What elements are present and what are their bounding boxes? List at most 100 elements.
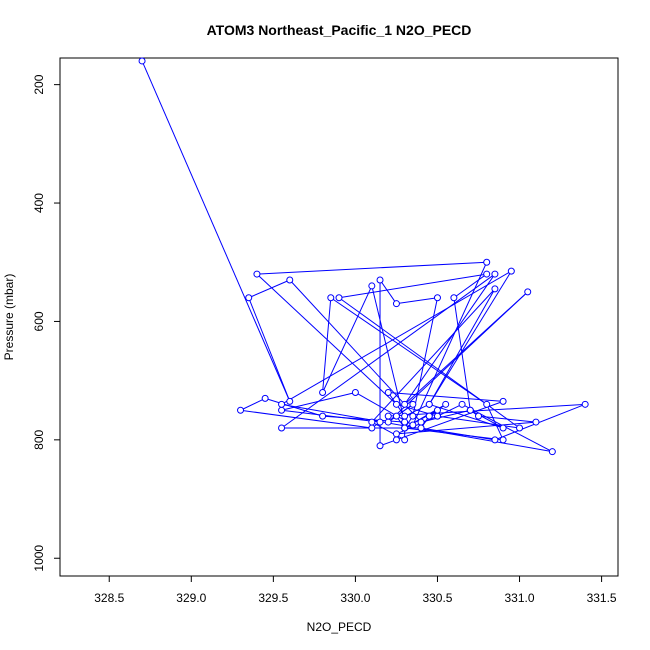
data-point — [335, 294, 343, 302]
series-segment — [322, 297, 332, 393]
data-point — [499, 397, 507, 405]
data-point — [237, 406, 245, 414]
series-segment — [412, 297, 438, 417]
data-point — [253, 270, 261, 278]
series-segment — [281, 270, 512, 405]
series-segment — [371, 421, 405, 441]
y-tick-label: 1000 — [32, 545, 46, 572]
data-point — [392, 400, 400, 408]
data-point — [483, 258, 491, 266]
series-segment — [428, 288, 496, 405]
data-point — [475, 412, 482, 420]
series-segment — [322, 285, 373, 393]
data-point — [319, 412, 327, 420]
x-axis: 328.5 329.0 329.5 330.0 330.5 331.0 331.5 — [94, 576, 617, 605]
y-tick-label: 600 — [32, 311, 46, 331]
chart-title: ATOM3 Northeast_Pacific_1 N2O_PECD — [207, 22, 472, 38]
data-point — [286, 397, 294, 405]
series-segment — [412, 262, 488, 426]
series-segment — [371, 285, 406, 423]
data-point — [401, 418, 409, 426]
data-point — [368, 418, 376, 426]
y-axis-label: Pressure (mbar) — [2, 274, 16, 361]
data-point — [392, 300, 400, 308]
series-segment — [379, 279, 397, 304]
series-points — [138, 57, 589, 456]
data-point — [368, 282, 376, 290]
data-point — [524, 288, 532, 296]
series-segment — [248, 279, 290, 299]
data-point — [376, 276, 384, 284]
x-tick-label: 329.5 — [258, 591, 288, 605]
data-point — [409, 421, 417, 429]
data-point — [409, 400, 417, 408]
data-point — [392, 430, 400, 438]
data-point — [507, 267, 515, 275]
data-point — [376, 418, 384, 426]
data-point — [450, 294, 458, 302]
data-point — [409, 412, 417, 420]
series-segment — [256, 261, 487, 275]
data-point — [384, 412, 392, 420]
data-point — [278, 424, 286, 432]
series-segment — [437, 403, 463, 417]
data-point — [401, 400, 409, 408]
data-point — [483, 400, 491, 408]
series-segment — [494, 403, 586, 441]
data-point — [401, 424, 409, 432]
y-axis: 200 400 600 800 1000 — [32, 74, 60, 572]
data-point — [425, 400, 433, 408]
series-segment — [478, 415, 536, 423]
data-point — [483, 270, 491, 278]
series-segment — [404, 273, 496, 405]
data-point — [261, 394, 269, 402]
x-tick-label: 330.5 — [422, 591, 452, 605]
data-point — [384, 388, 392, 396]
series-segment — [428, 270, 512, 405]
series-segment — [248, 297, 291, 402]
data-point — [516, 424, 524, 432]
series-segment — [453, 273, 487, 299]
data-point — [351, 388, 359, 396]
data-point — [319, 388, 327, 396]
y-tick-label: 200 — [32, 74, 46, 94]
data-point — [384, 418, 392, 426]
x-tick-label: 329.0 — [176, 591, 206, 605]
data-point — [532, 418, 540, 426]
data-point — [278, 400, 286, 408]
data-point — [138, 57, 146, 65]
data-point — [491, 270, 499, 278]
data-point — [278, 406, 286, 414]
series-segment — [388, 391, 504, 402]
data-point — [286, 276, 294, 284]
data-point — [548, 448, 556, 456]
series-segment — [453, 297, 471, 411]
x-tick-label: 331.5 — [587, 591, 617, 605]
y-tick-label: 800 — [32, 430, 46, 450]
plot-area-frame — [59, 57, 619, 577]
series-segment — [420, 427, 495, 441]
data-point — [245, 294, 253, 302]
data-point — [442, 400, 450, 408]
series-segment — [289, 279, 422, 423]
series-segment — [396, 297, 438, 305]
data-point — [433, 406, 441, 414]
series-segment — [461, 403, 553, 453]
x-tick-label: 330.0 — [340, 591, 370, 605]
series-lines — [141, 60, 586, 453]
data-point — [466, 406, 474, 414]
data-point — [433, 412, 441, 420]
series-segment — [388, 403, 586, 417]
data-point — [417, 424, 425, 432]
y-tick-label: 400 — [32, 193, 46, 213]
data-point — [499, 436, 507, 444]
series-segment — [371, 288, 496, 423]
x-tick-label: 331.0 — [505, 591, 535, 605]
data-point — [376, 442, 384, 450]
data-point — [368, 424, 376, 432]
data-point — [425, 412, 433, 420]
series-segment — [330, 297, 487, 405]
data-point — [392, 412, 400, 420]
series-segment — [396, 400, 504, 441]
